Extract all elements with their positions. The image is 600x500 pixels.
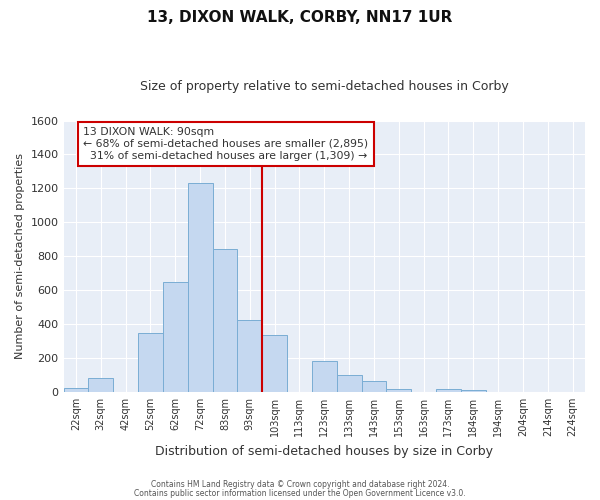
Bar	[362, 381, 386, 392]
Bar	[163, 282, 188, 392]
Bar	[262, 335, 287, 392]
Text: Contains public sector information licensed under the Open Government Licence v3: Contains public sector information licen…	[134, 488, 466, 498]
Title: Size of property relative to semi-detached houses in Corby: Size of property relative to semi-detach…	[140, 80, 509, 93]
Bar	[138, 332, 163, 392]
Text: 13 DIXON WALK: 90sqm
← 68% of semi-detached houses are smaller (2,895)
  31% of : 13 DIXON WALK: 90sqm ← 68% of semi-detac…	[83, 128, 368, 160]
Bar	[212, 250, 238, 392]
Bar	[312, 362, 337, 392]
Text: Contains HM Land Registry data © Crown copyright and database right 2024.: Contains HM Land Registry data © Crown c…	[151, 480, 449, 489]
X-axis label: Distribution of semi-detached houses by size in Corby: Distribution of semi-detached houses by …	[155, 444, 493, 458]
Bar	[64, 388, 88, 392]
Bar	[188, 184, 212, 392]
Bar	[238, 320, 262, 392]
Y-axis label: Number of semi-detached properties: Number of semi-detached properties	[15, 153, 25, 359]
Bar	[436, 388, 461, 392]
Bar	[337, 375, 362, 392]
Text: 13, DIXON WALK, CORBY, NN17 1UR: 13, DIXON WALK, CORBY, NN17 1UR	[148, 10, 452, 25]
Bar	[88, 378, 113, 392]
Bar	[386, 388, 411, 392]
Bar	[461, 390, 485, 392]
